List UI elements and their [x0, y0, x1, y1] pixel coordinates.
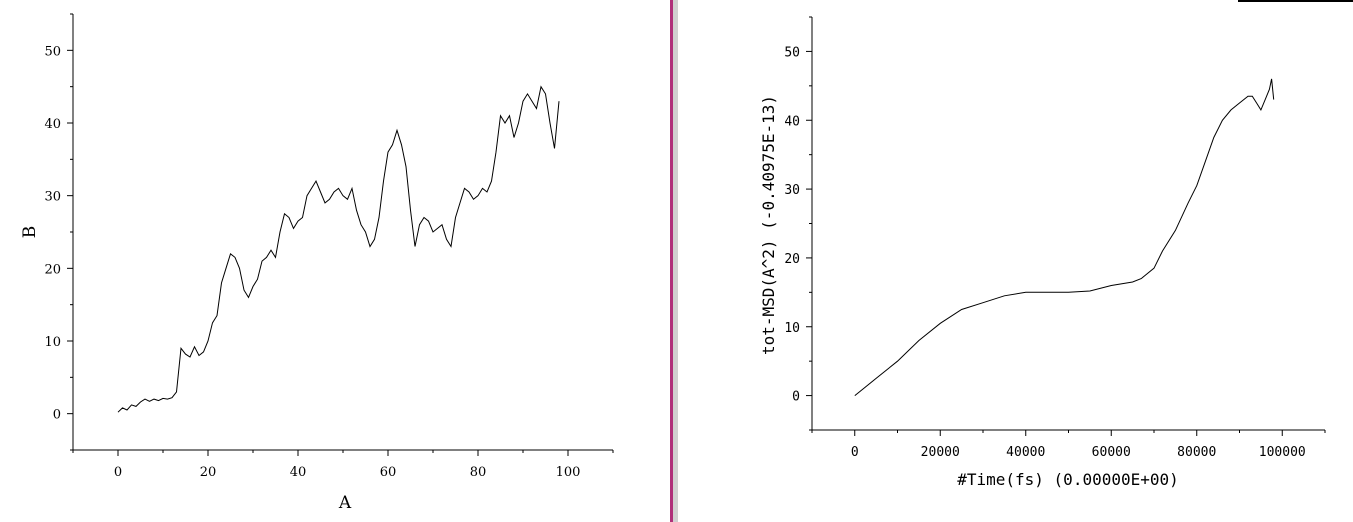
x-tick-label: 60	[380, 465, 397, 480]
y-tick-label: 20	[44, 262, 61, 277]
left-y-axis-title: B	[20, 226, 40, 239]
y-tick-label: 40	[44, 117, 61, 132]
right-y-axis-title: tot-MSD(A^2) (-0.40975E-13)	[759, 95, 778, 355]
x-tick-label: 100000	[1259, 445, 1306, 460]
left-plot: 0 10 20 30 40 50 0 20 40 60 80 100 A B	[20, 13, 614, 513]
x-tick-label: 20000	[921, 445, 960, 460]
left-x-ticks: 0 20 40 60 80 100	[72, 450, 614, 480]
x-tick-label: 40000	[1006, 445, 1045, 460]
pane-divider-shadow	[673, 0, 678, 522]
x-tick-label: 100	[556, 465, 581, 480]
y-tick-label: 30	[44, 190, 61, 205]
y-tick-label: 40	[784, 114, 800, 129]
y-tick-label: 0	[53, 408, 61, 423]
right-y-ticks: 0 10 20 30 40 50	[784, 16, 812, 431]
left-series-line	[117, 85, 560, 413]
x-tick-label: 0	[851, 445, 859, 460]
legend-box-edge	[1238, 0, 1353, 2]
right-x-ticks: 0 20000 40000 60000 80000 100000	[811, 430, 1326, 460]
y-tick-label: 10	[44, 335, 61, 350]
left-y-ticks: 0 10 20 30 40 50	[44, 13, 73, 451]
left-x-axis-title: A	[338, 493, 352, 513]
y-tick-label: 50	[784, 45, 800, 60]
y-tick-label: 10	[784, 321, 800, 336]
x-tick-label: 80	[470, 465, 487, 480]
x-tick-label: 80000	[1177, 445, 1216, 460]
pane-divider	[670, 0, 673, 522]
right-series-line	[854, 78, 1275, 396]
x-tick-label: 40	[290, 465, 307, 480]
x-tick-label: 60000	[1092, 445, 1131, 460]
right-x-axis-title: #Time(fs) (0.00000E+00)	[957, 470, 1179, 489]
x-tick-label: 20	[200, 465, 217, 480]
x-tick-label: 0	[114, 465, 122, 480]
y-tick-label: 20	[784, 252, 800, 267]
y-tick-label: 0	[792, 390, 800, 405]
y-tick-label: 30	[784, 183, 800, 198]
y-tick-label: 50	[44, 44, 61, 59]
